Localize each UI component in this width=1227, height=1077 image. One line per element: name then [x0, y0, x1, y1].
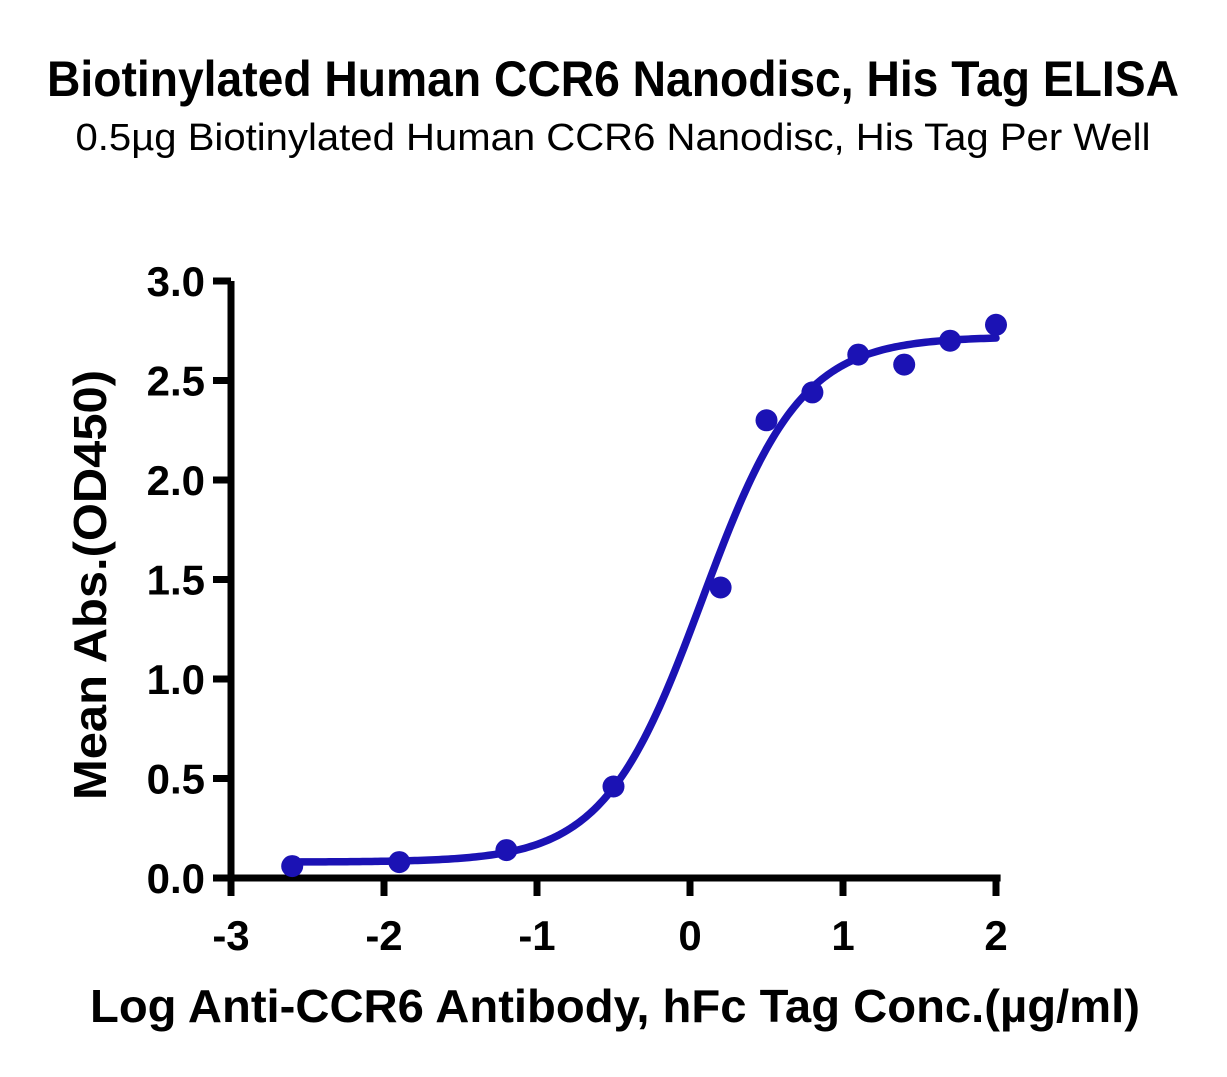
y-tick-label: 1.0 [147, 656, 205, 703]
data-point [388, 851, 411, 874]
x-tick-label: -1 [518, 912, 555, 959]
data-point [939, 329, 962, 352]
y-tick-label: 2.5 [147, 358, 205, 405]
y-tick-label: 2.0 [147, 457, 205, 504]
data-point [281, 855, 304, 878]
y-tick-label: 1.5 [147, 557, 205, 604]
x-axis-ticks: -3 -2 -1 0 1 2 [212, 878, 1008, 959]
data-point [495, 839, 518, 862]
y-axis-ticks: 0.0 0.5 1.0 1.5 2.0 2.5 3.0 [147, 258, 231, 902]
x-tick-label: -3 [212, 912, 249, 959]
x-tick-label: -2 [365, 912, 402, 959]
chart-title: Biotinylated Human CCR6 Nanodisc, His Ta… [47, 51, 1179, 107]
data-point [985, 313, 1007, 336]
chart-subtitle: 0.5µg Biotinylated Human CCR6 Nanodisc, … [76, 117, 1151, 159]
x-tick-label: 0 [678, 912, 701, 959]
data-point [755, 409, 778, 432]
fit-curve [288, 334, 1000, 866]
data-points [281, 313, 1007, 878]
data-point [709, 576, 732, 599]
y-tick-label: 3.0 [147, 258, 205, 305]
fit-curve-group [288, 334, 1000, 866]
x-tick-label: 2 [984, 912, 1007, 959]
data-point [602, 775, 625, 798]
data-point [801, 381, 824, 404]
y-tick-label: 0.0 [147, 855, 205, 902]
y-axis-label: Mean Abs.(OD450) [64, 370, 116, 800]
x-axis-label: Log Anti-CCR6 Antibody, hFc Tag Conc.(µg… [90, 980, 1140, 1032]
data-point [893, 353, 916, 376]
data-point [847, 343, 870, 366]
y-tick-label: 0.5 [147, 756, 205, 803]
x-tick-label: 1 [831, 912, 854, 959]
